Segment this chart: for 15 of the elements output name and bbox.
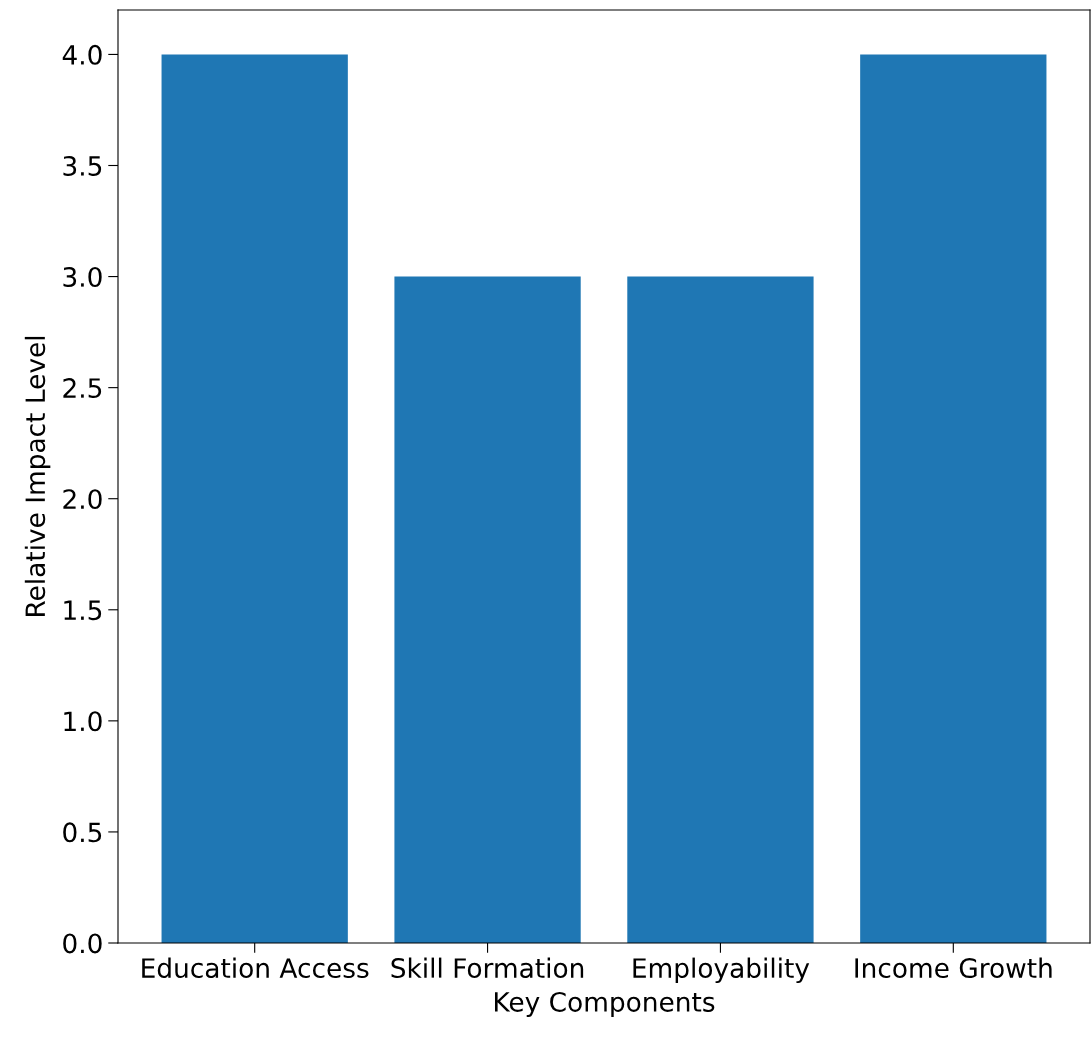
y-tick-label: 2.5 (63, 378, 102, 399)
x-tick-label: Income Growth (855, 957, 1052, 979)
y-tick-label: 1.5 (64, 600, 102, 621)
x-tick-label: Education Access (142, 957, 369, 979)
y-axis-title: Relative Impact Level (24, 336, 51, 616)
y-tick-label: 2.0 (63, 489, 102, 510)
x-axis-title: Key Components (495, 991, 715, 1017)
y-tick-label: 3.0 (63, 267, 102, 287)
y-tick-label: 4.0 (62, 44, 102, 65)
y-tick-label: 0.0 (63, 933, 102, 954)
x-tick-label: Employability (633, 957, 810, 984)
y-tick-label: 1.0 (64, 711, 102, 732)
y-tick-label: 0.5 (63, 822, 102, 843)
x-tick-label: Skill Formation (391, 957, 584, 979)
y-tick-label: 3.5 (63, 155, 102, 176)
